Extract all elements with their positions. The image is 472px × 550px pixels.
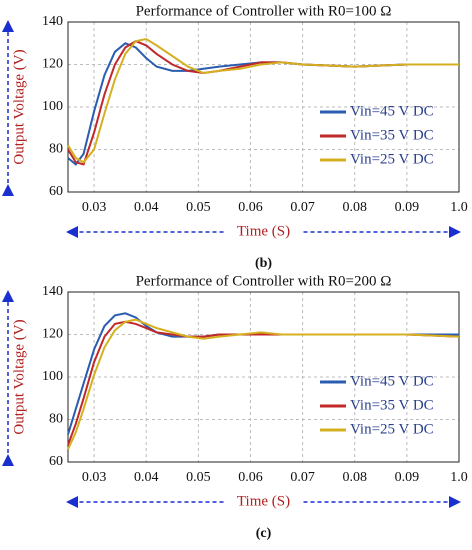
x-tick-label: 0.09 — [395, 200, 420, 215]
x-tick-label: 0.08 — [342, 470, 367, 485]
x-tick-label: 0.03 — [82, 200, 107, 215]
plot-frame — [67, 291, 460, 463]
y-tick-label: 140 — [42, 284, 63, 299]
y-tick-label: 60 — [49, 454, 63, 469]
legend-label: Vin=35 V DC — [350, 127, 434, 143]
series-line — [67, 318, 460, 450]
x-tick-label: 0.05 — [186, 200, 211, 215]
caption: (b) — [255, 256, 272, 271]
x-tick-label: 0.05 — [186, 470, 211, 485]
x-tick-label: 0.04 — [134, 200, 159, 215]
x-tick-label: 1.0 — [450, 470, 468, 485]
x-tick-label: 0.04 — [134, 470, 159, 485]
y-tick-label: 120 — [42, 327, 63, 342]
x-tick-label: 0.07 — [290, 470, 315, 485]
x-tick-label: 0.07 — [290, 200, 315, 215]
x-tick-label: 0.03 — [82, 470, 107, 485]
x-axis-label: Time (S) — [237, 493, 290, 509]
legend-label: Vin=45 V DC — [350, 103, 434, 119]
legend-label: Vin=35 V DC — [350, 397, 434, 413]
legend-label: Vin=25 V DC — [350, 151, 434, 167]
x-tick-label: 0.06 — [238, 200, 263, 215]
y-tick-label: 60 — [49, 184, 63, 199]
legend-label: Vin=25 V DC — [350, 421, 434, 437]
plot-frame — [67, 21, 460, 193]
chart-title: Performance of Controller with R0=200 Ω — [136, 273, 392, 289]
y-tick-label: 120 — [42, 57, 63, 72]
chart-title: Performance of Controller with R0=100 Ω — [136, 3, 392, 19]
series-line — [67, 37, 459, 164]
x-tick-label: 0.06 — [238, 470, 263, 485]
y-axis-label: Output Voltage (V) — [11, 319, 27, 434]
y-tick-label: 140 — [42, 14, 63, 29]
y-tick-label: 80 — [49, 142, 63, 157]
caption: (c) — [256, 526, 272, 541]
legend-label: Vin=45 V DC — [350, 373, 434, 389]
y-axis-label: Output Voltage (V) — [11, 49, 27, 164]
x-tick-label: 0.08 — [342, 200, 367, 215]
x-tick-label: 0.09 — [395, 470, 420, 485]
x-axis-label: Time (S) — [237, 223, 290, 239]
y-tick-label: 80 — [49, 412, 63, 427]
y-tick-label: 100 — [42, 99, 63, 114]
y-tick-label: 100 — [42, 369, 63, 384]
x-tick-label: 1.0 — [450, 200, 468, 215]
